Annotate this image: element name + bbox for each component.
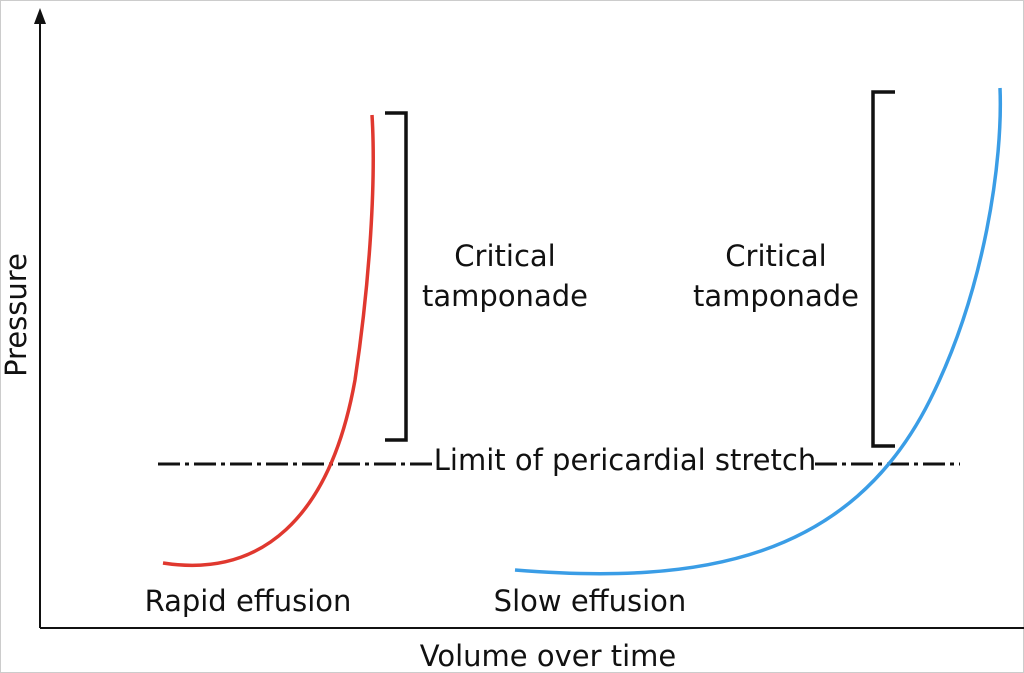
y-axis-arrow bbox=[34, 8, 46, 24]
bracket bbox=[385, 111, 408, 442]
bracket-label: Critical bbox=[454, 239, 555, 273]
x-axis-label: Volume over time bbox=[420, 639, 676, 673]
limit-label: Limit of pericardial stretch bbox=[434, 443, 816, 477]
rapid-curve bbox=[162, 114, 375, 568]
curve-label: Rapid effusion bbox=[145, 584, 352, 618]
slow-curve bbox=[514, 87, 1003, 576]
y-axis-label: Pressure bbox=[0, 253, 33, 377]
bracket bbox=[871, 90, 895, 448]
curve-label: Slow effusion bbox=[494, 584, 687, 618]
bracket-label: tamponade bbox=[693, 279, 859, 313]
bracket-label: tamponade bbox=[422, 279, 588, 313]
bracket-label: Critical bbox=[725, 239, 826, 273]
